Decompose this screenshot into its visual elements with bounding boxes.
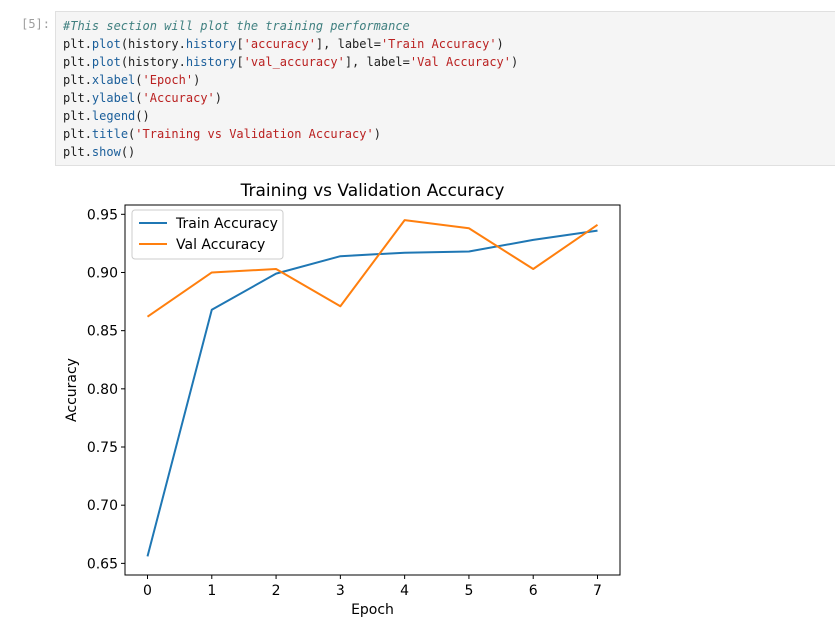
y-tick-label: 0.65 — [87, 556, 118, 572]
x-axis: 0 1 2 3 4 5 6 7 — [143, 575, 602, 599]
code-token: () — [135, 109, 150, 123]
code-token: . — [84, 109, 92, 123]
x-axis-label: Epoch — [351, 602, 394, 618]
code-token: title — [91, 127, 129, 141]
y-tick-label: 0.85 — [87, 324, 118, 340]
x-tick-label: 6 — [529, 583, 538, 599]
y-tick-label: 0.80 — [87, 382, 118, 398]
code-token: 'Val Accuracy' — [409, 55, 512, 69]
code-line: plt.xlabel('Epoch') — [63, 71, 518, 89]
code-token: . — [84, 55, 92, 69]
code-line: plt.title('Training vs Validation Accura… — [63, 125, 518, 143]
code-token: . — [84, 127, 92, 141]
code-token: xlabel — [91, 73, 136, 87]
code-token: ( — [135, 91, 143, 105]
y-tick-label: 0.90 — [87, 265, 118, 281]
x-tick-label: 5 — [464, 583, 473, 599]
series-lines — [146, 219, 599, 557]
code-cell[interactable]: #This section will plot the training per… — [55, 11, 835, 166]
chart-legend: Train Accuracy Val Accuracy — [131, 209, 284, 260]
code-token: ) — [511, 55, 519, 69]
code-token: 'Training vs Validation Accuracy' — [135, 127, 374, 141]
code-token: 'accuracy' — [243, 37, 316, 51]
code-token: [ — [236, 55, 244, 69]
code-token: ) — [496, 37, 504, 51]
chart-title: Training vs Validation Accuracy — [240, 181, 505, 201]
plot-frame — [124, 204, 621, 576]
code-token: ], label= — [315, 37, 381, 51]
code-token: ) — [193, 73, 201, 87]
cell-prompt: [5]: — [21, 17, 50, 31]
x-tick-label: 4 — [400, 583, 409, 599]
code-token: 'val_accuracy' — [243, 55, 345, 69]
code-token: plt — [63, 91, 85, 105]
code-token: ) — [373, 127, 381, 141]
legend-label: Train Accuracy — [175, 216, 278, 232]
code-line: plt.show() — [63, 143, 518, 161]
code-token: . — [84, 91, 92, 105]
x-tick-label: 1 — [207, 583, 216, 599]
code-token: 'Epoch' — [142, 73, 194, 87]
code-token: ( — [128, 127, 136, 141]
code-token: plot — [91, 55, 121, 69]
code-token: plt — [63, 109, 85, 123]
code-token: 'Accuracy' — [142, 91, 215, 105]
x-tick-label: 0 — [143, 583, 152, 599]
code-token: [ — [236, 37, 244, 51]
legend-label: Val Accuracy — [176, 237, 265, 253]
code-token: plt — [63, 37, 85, 51]
output-area: Training vs Validation Accuracy 0.65 0.70… — [55, 170, 835, 636]
accuracy-chart: Training vs Validation Accuracy 0.65 0.70… — [64, 181, 621, 618]
x-tick-label: 2 — [272, 583, 281, 599]
code-token: plt — [63, 55, 85, 69]
series-line-0 — [146, 229, 598, 557]
y-tick-label: 0.70 — [87, 498, 118, 514]
code-line: plt.plot(history.history['accuracy'], la… — [63, 35, 518, 53]
x-tick-label: 7 — [593, 583, 602, 599]
code-token: () — [120, 145, 136, 159]
code-token: plt — [63, 127, 85, 141]
y-tick-label: 0.95 — [87, 207, 118, 223]
legend-box — [131, 209, 284, 260]
series-line-1 — [146, 219, 599, 318]
code-token: legend — [91, 109, 136, 123]
code-token: plt — [63, 73, 85, 87]
code-token: show — [91, 145, 121, 159]
code-token: ( — [135, 73, 143, 87]
code-token: ylabel — [91, 91, 136, 105]
code-token: ], label= — [344, 55, 410, 69]
y-tick-label: 0.75 — [87, 440, 118, 456]
code-token: . — [84, 145, 92, 159]
code-editor[interactable]: #This section will plot the training per… — [63, 17, 518, 161]
code-token: 'Train Accuracy' — [380, 37, 497, 51]
code-token: #This section will plot the training per… — [63, 19, 410, 33]
code-token: history — [185, 37, 237, 51]
code-token: (history. — [120, 37, 186, 51]
code-token: . — [84, 37, 92, 51]
code-token: (history. — [120, 55, 186, 69]
y-axis-label: Accuracy — [64, 358, 80, 422]
code-line: plt.ylabel('Accuracy') — [63, 89, 518, 107]
code-token: ) — [214, 91, 222, 105]
y-axis: 0.65 0.70 0.75 0.80 0.85 0.90 0.95 — [87, 207, 125, 572]
code-token: plt — [63, 145, 85, 159]
code-line: plt.legend() — [63, 107, 518, 125]
code-token: plot — [91, 37, 121, 51]
code-token: . — [84, 73, 92, 87]
code-token: history — [185, 55, 237, 69]
code-line: plt.plot(history.history['val_accuracy']… — [63, 53, 518, 71]
code-line: #This section will plot the training per… — [63, 17, 518, 35]
x-tick-label: 3 — [336, 583, 345, 599]
